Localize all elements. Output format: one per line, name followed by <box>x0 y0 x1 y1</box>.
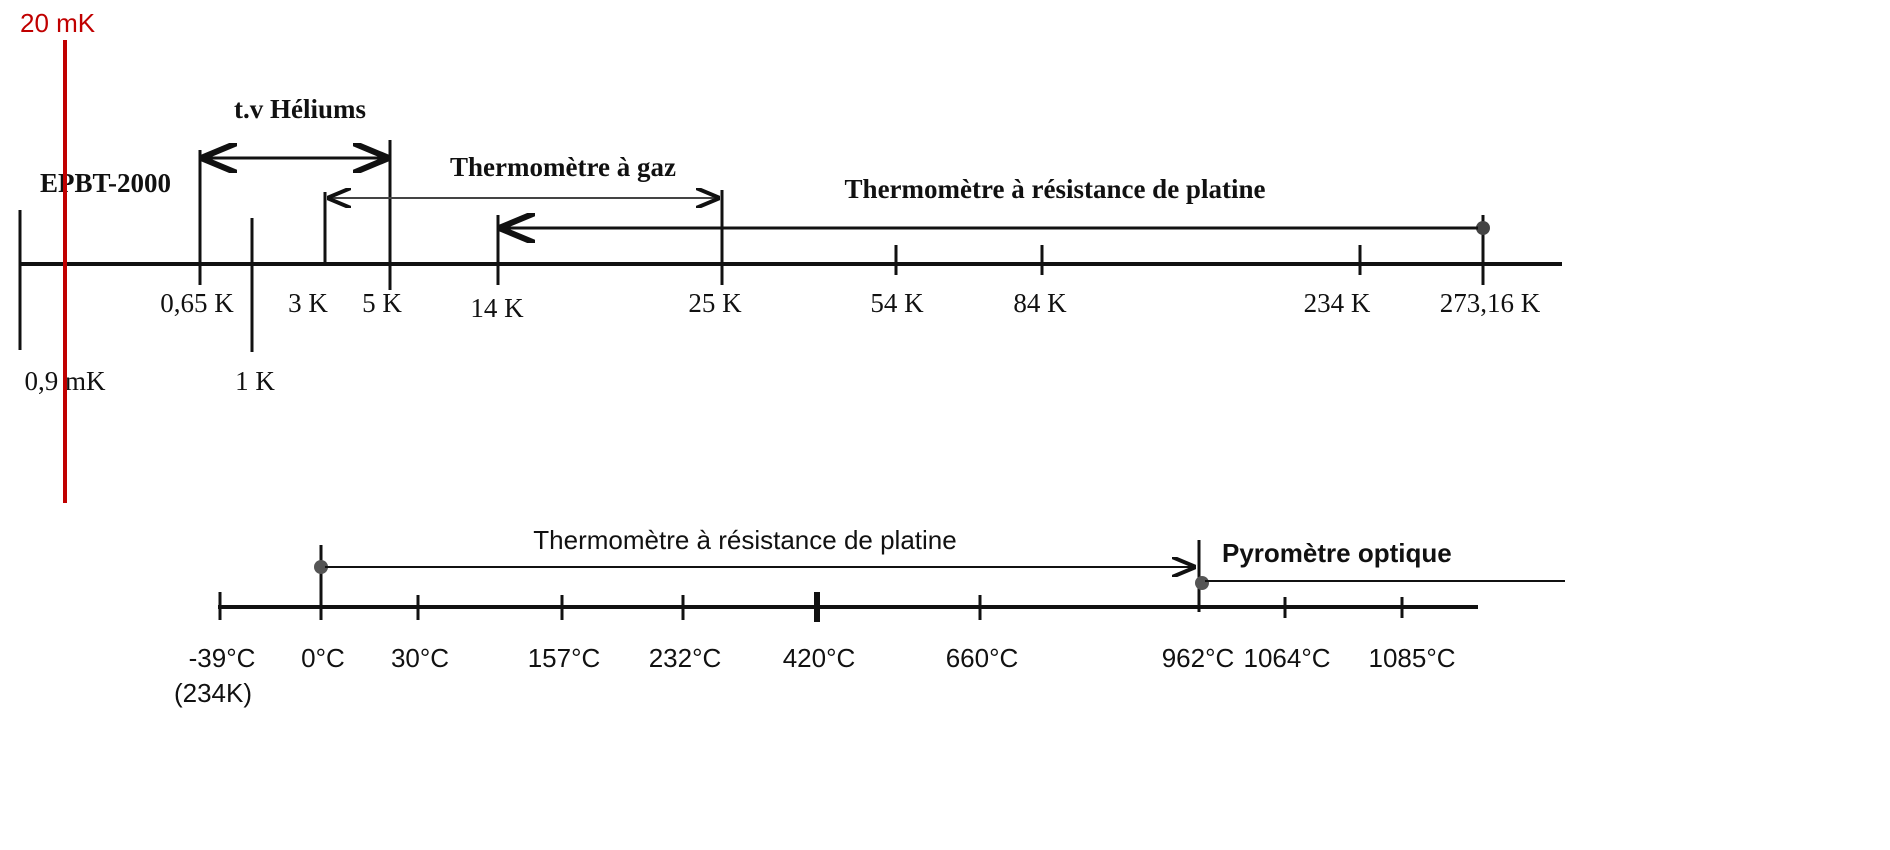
tick-label: 157°C <box>528 643 601 673</box>
tick-label: 1 K <box>235 366 275 396</box>
point <box>1476 221 1490 235</box>
tick-label: -39°C <box>189 643 256 673</box>
tick-label: 14 K <box>470 293 524 323</box>
tick-label: 420°C <box>783 643 856 673</box>
tick-label: 1085°C <box>1368 643 1455 673</box>
tick-label: 273,16 K <box>1440 288 1541 318</box>
range-label: Thermomètre à résistance de platine <box>533 525 956 555</box>
range-label: Pyromètre optique <box>1222 538 1452 568</box>
celsius-scale: Thermomètre à résistance de platine Pyro… <box>174 525 1565 708</box>
tick-label: 232°C <box>649 643 722 673</box>
range-label: t.v Héliums <box>234 94 366 124</box>
tick-label: 84 K <box>1013 288 1067 318</box>
tick-label: 30°C <box>391 643 449 673</box>
tick-label: 962°C <box>1162 643 1235 673</box>
point <box>1195 576 1209 590</box>
tick-label: 660°C <box>946 643 1019 673</box>
range-label: Thermomètre à gaz <box>450 152 676 182</box>
range-label: Thermomètre à résistance de platine <box>845 174 1266 204</box>
tick-label: 0,65 K <box>160 288 234 318</box>
tick-label: 0°C <box>301 643 345 673</box>
tick-label: 54 K <box>870 288 924 318</box>
tick-label: 3 K <box>288 288 328 318</box>
marker-label: 20 mK <box>20 8 96 38</box>
tick-label: 25 K <box>688 288 742 318</box>
tick-label: 1064°C <box>1243 643 1330 673</box>
kelvin-scale: EPBT-2000 t.v Héliums Thermomètre à gaz … <box>18 94 1562 396</box>
tick-note: (234K) <box>174 678 252 708</box>
range-label: EPBT-2000 <box>40 168 171 198</box>
tick-label: 234 K <box>1304 288 1371 318</box>
tick-label: 5 K <box>362 288 402 318</box>
point <box>314 560 328 574</box>
